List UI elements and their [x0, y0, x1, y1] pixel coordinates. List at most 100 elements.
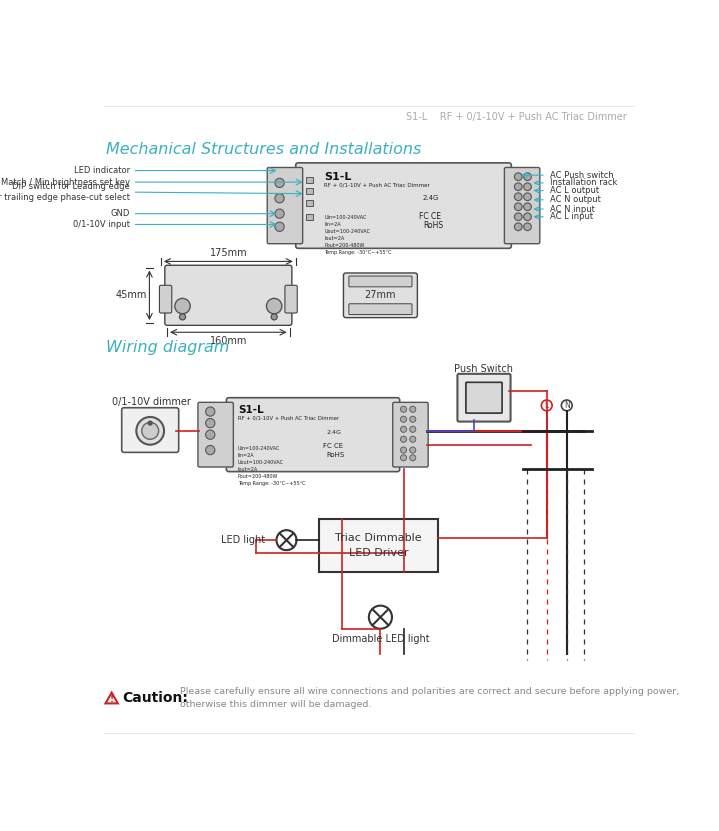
Text: Uin=100-240VAC
Iin=2A
Uout=100-240VAC
Iout=2A
Pout=200-480W
Temp Range: -30°C~+5: Uin=100-240VAC Iin=2A Uout=100-240VAC Io…	[324, 215, 392, 255]
Circle shape	[523, 183, 531, 190]
Circle shape	[275, 222, 284, 231]
Text: RF + 0/1-10V + Push AC Triac Dimmer: RF + 0/1-10V + Push AC Triac Dimmer	[238, 416, 339, 420]
FancyBboxPatch shape	[505, 168, 540, 243]
FancyBboxPatch shape	[296, 163, 511, 248]
Text: AC L input: AC L input	[550, 212, 593, 221]
Text: DIP switch for Leading edge
or trailing edge phase-cut select: DIP switch for Leading edge or trailing …	[0, 183, 130, 202]
Text: GND: GND	[111, 209, 130, 219]
Text: S1-L: S1-L	[324, 172, 352, 182]
Circle shape	[275, 179, 284, 188]
Text: Installation rack: Installation rack	[550, 179, 617, 187]
Text: AC N output: AC N output	[550, 195, 600, 204]
Text: 2.4G: 2.4G	[326, 430, 342, 435]
FancyBboxPatch shape	[122, 408, 179, 452]
Bar	[306, 199, 313, 206]
Text: Wiring diagram: Wiring diagram	[106, 340, 229, 355]
Text: Please carefully ensure all wire connections and polarities are correct and secu: Please carefully ensure all wire connect…	[180, 686, 679, 710]
Text: 175mm: 175mm	[209, 248, 247, 258]
Circle shape	[410, 436, 416, 442]
Text: Match / Min brightness set key: Match / Min brightness set key	[1, 178, 130, 187]
Circle shape	[514, 213, 522, 220]
Text: L: L	[544, 401, 549, 410]
Circle shape	[400, 406, 407, 412]
Text: LED light: LED light	[221, 535, 265, 545]
Circle shape	[523, 203, 531, 210]
Circle shape	[275, 209, 284, 219]
Text: Caution:: Caution:	[122, 691, 188, 705]
Text: RoHS: RoHS	[326, 452, 345, 459]
Circle shape	[562, 400, 572, 411]
Circle shape	[514, 203, 522, 210]
Text: AC N input: AC N input	[550, 204, 595, 214]
Circle shape	[541, 400, 552, 411]
Circle shape	[523, 213, 531, 220]
Bar	[306, 189, 313, 194]
Circle shape	[410, 416, 416, 422]
Text: RF + 0/1-10V + Push AC Triac Dimmer: RF + 0/1-10V + Push AC Triac Dimmer	[324, 183, 430, 188]
Text: !: !	[109, 695, 114, 704]
Text: S1-L: S1-L	[238, 405, 264, 415]
Text: Push Switch: Push Switch	[454, 364, 513, 374]
Circle shape	[410, 406, 416, 412]
Circle shape	[137, 417, 164, 445]
Text: Dimmable LED light: Dimmable LED light	[331, 634, 429, 644]
FancyBboxPatch shape	[160, 285, 172, 313]
FancyBboxPatch shape	[349, 276, 412, 287]
Circle shape	[206, 430, 215, 440]
Circle shape	[410, 455, 416, 461]
Circle shape	[514, 183, 522, 190]
FancyBboxPatch shape	[349, 304, 412, 315]
Bar	[306, 177, 313, 183]
Circle shape	[410, 426, 416, 432]
Circle shape	[148, 421, 152, 425]
Circle shape	[180, 314, 186, 320]
Circle shape	[206, 445, 215, 455]
Circle shape	[271, 314, 278, 320]
Text: 160mm: 160mm	[210, 336, 247, 346]
FancyBboxPatch shape	[267, 168, 303, 243]
Circle shape	[206, 419, 215, 428]
Text: LED indicator: LED indicator	[74, 166, 130, 175]
Text: AC L output: AC L output	[550, 186, 599, 195]
FancyBboxPatch shape	[344, 273, 418, 317]
Text: 0/1-10V input: 0/1-10V input	[73, 220, 130, 229]
Circle shape	[523, 223, 531, 231]
Text: Uin=100-240VAC
Iin=2A
Uout=100-240VAC
Iout=2A
Pout=200-480W
Temp Range: -30°C~+5: Uin=100-240VAC Iin=2A Uout=100-240VAC Io…	[238, 446, 306, 486]
Bar	[306, 214, 313, 220]
Circle shape	[514, 223, 522, 231]
FancyBboxPatch shape	[393, 402, 428, 467]
Text: 2.4G: 2.4G	[423, 195, 439, 201]
Text: Triac Dimmable
LED Driver: Triac Dimmable LED Driver	[335, 534, 422, 558]
Polygon shape	[106, 692, 118, 703]
Circle shape	[267, 298, 282, 314]
Text: S1-L    RF + 0/1-10V + Push AC Triac Dimmer: S1-L RF + 0/1-10V + Push AC Triac Dimmer	[406, 111, 627, 121]
Text: Mechanical Structures and Installations: Mechanical Structures and Installations	[106, 142, 421, 157]
FancyBboxPatch shape	[198, 402, 234, 467]
Circle shape	[275, 194, 284, 203]
FancyBboxPatch shape	[466, 382, 502, 413]
Circle shape	[142, 422, 159, 440]
Circle shape	[175, 298, 191, 314]
Circle shape	[514, 193, 522, 200]
Bar	[319, 519, 438, 572]
Circle shape	[206, 407, 215, 416]
Text: 27mm: 27mm	[365, 290, 396, 300]
FancyBboxPatch shape	[285, 285, 297, 313]
Circle shape	[410, 447, 416, 453]
Text: FC CE: FC CE	[323, 443, 343, 450]
Circle shape	[400, 455, 407, 461]
FancyBboxPatch shape	[226, 398, 400, 472]
Circle shape	[277, 530, 296, 550]
Circle shape	[400, 436, 407, 442]
Text: RoHS: RoHS	[423, 222, 443, 230]
FancyBboxPatch shape	[457, 374, 510, 421]
Text: N: N	[564, 401, 569, 410]
Circle shape	[400, 426, 407, 432]
Circle shape	[400, 416, 407, 422]
Circle shape	[369, 606, 392, 629]
FancyBboxPatch shape	[165, 265, 292, 325]
Text: 0/1-10V dimmer: 0/1-10V dimmer	[111, 397, 191, 407]
Circle shape	[514, 173, 522, 180]
Circle shape	[523, 173, 531, 180]
Text: 45mm: 45mm	[116, 290, 147, 300]
